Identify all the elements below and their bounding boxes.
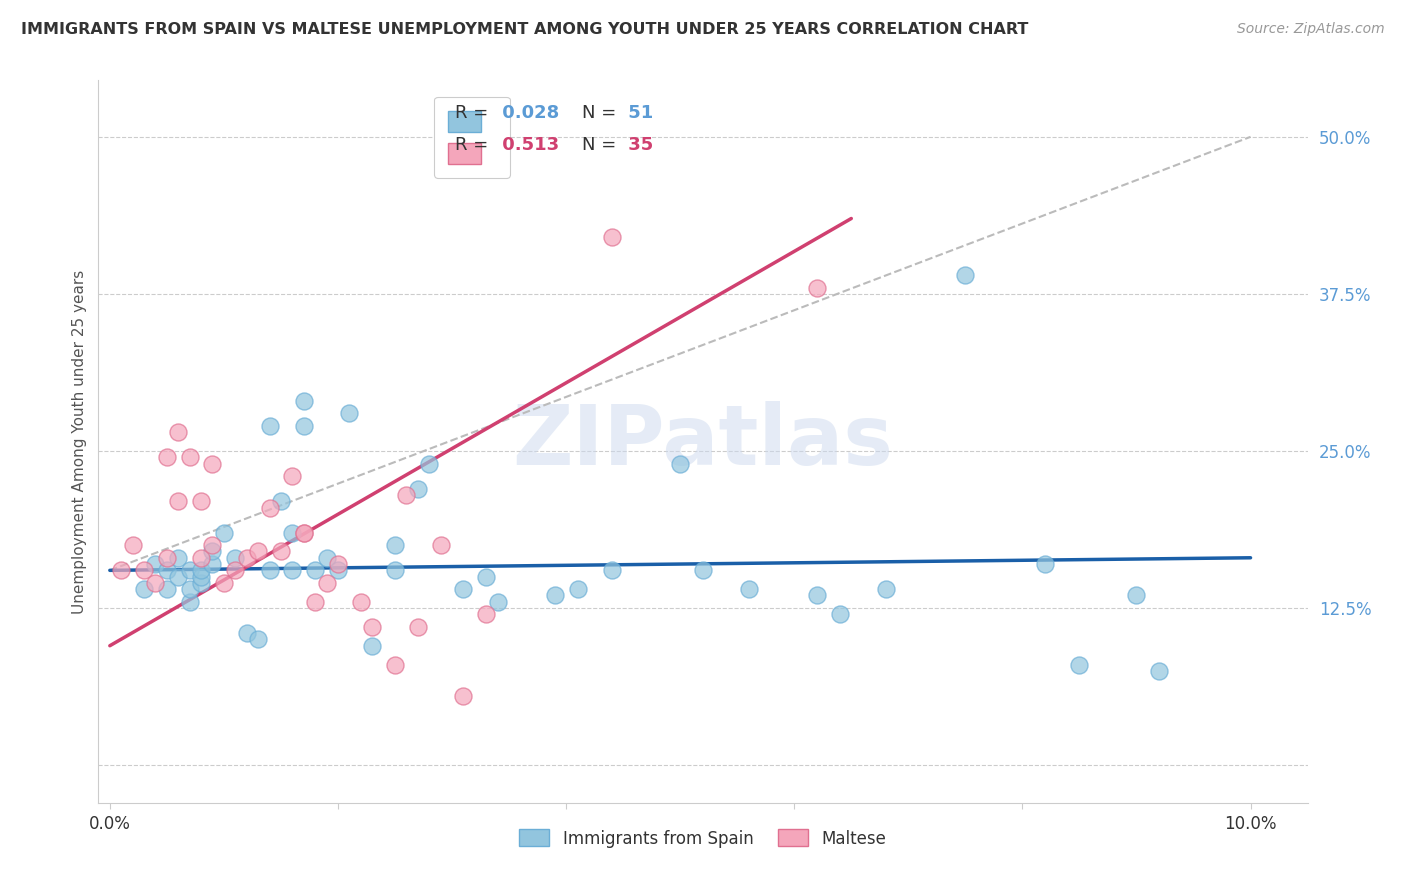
Point xyxy=(544,589,567,603)
Point xyxy=(875,582,897,597)
Point xyxy=(190,569,212,583)
Point xyxy=(453,582,475,597)
Point xyxy=(270,544,292,558)
Point xyxy=(156,550,179,565)
Point xyxy=(384,657,406,672)
Point xyxy=(167,494,190,508)
Point xyxy=(292,418,315,433)
Point xyxy=(292,525,315,540)
Point xyxy=(167,550,190,565)
Point xyxy=(145,575,167,590)
Point xyxy=(156,582,179,597)
Point xyxy=(167,425,190,439)
Point xyxy=(247,632,270,647)
Point xyxy=(259,563,281,577)
Point xyxy=(600,230,623,244)
Point xyxy=(567,582,589,597)
Point xyxy=(406,620,429,634)
Point xyxy=(361,639,384,653)
Point xyxy=(212,575,235,590)
Point xyxy=(281,525,304,540)
Point xyxy=(418,457,440,471)
Point xyxy=(167,569,190,583)
Point xyxy=(453,689,475,703)
Point xyxy=(955,268,977,282)
Point xyxy=(600,563,623,577)
Legend: Immigrants from Spain, Maltese: Immigrants from Spain, Maltese xyxy=(510,821,896,856)
Point xyxy=(1125,589,1147,603)
Point xyxy=(1033,557,1056,571)
Point xyxy=(429,538,451,552)
Point xyxy=(270,494,292,508)
Point xyxy=(315,575,337,590)
Point xyxy=(235,550,257,565)
Point xyxy=(384,563,406,577)
Point xyxy=(486,595,509,609)
Point xyxy=(281,563,304,577)
Point xyxy=(201,538,224,552)
Text: N =: N = xyxy=(582,136,616,154)
Text: N =: N = xyxy=(582,103,616,122)
Point xyxy=(156,450,179,465)
Point xyxy=(259,418,281,433)
Text: 35: 35 xyxy=(621,136,654,154)
Point xyxy=(132,582,155,597)
Point xyxy=(179,563,201,577)
Point xyxy=(669,457,692,471)
Text: 0.513: 0.513 xyxy=(496,136,560,154)
Point xyxy=(806,280,828,294)
Point xyxy=(350,595,373,609)
Point xyxy=(190,550,212,565)
Point xyxy=(337,406,360,420)
Point xyxy=(281,469,304,483)
Point xyxy=(361,620,384,634)
Point xyxy=(259,500,281,515)
Point xyxy=(121,538,143,552)
Point xyxy=(475,569,498,583)
Point xyxy=(692,563,714,577)
Point xyxy=(201,544,224,558)
Point xyxy=(315,550,337,565)
Point xyxy=(179,595,201,609)
Point xyxy=(326,557,349,571)
Text: R =: R = xyxy=(456,136,488,154)
Point xyxy=(179,450,201,465)
Text: R =: R = xyxy=(456,103,488,122)
Point xyxy=(201,557,224,571)
Text: 51: 51 xyxy=(621,103,654,122)
Point xyxy=(145,557,167,571)
Text: IMMIGRANTS FROM SPAIN VS MALTESE UNEMPLOYMENT AMONG YOUTH UNDER 25 YEARS CORRELA: IMMIGRANTS FROM SPAIN VS MALTESE UNEMPLO… xyxy=(21,22,1028,37)
Point xyxy=(395,488,418,502)
Point xyxy=(384,538,406,552)
Point xyxy=(828,607,851,622)
Point xyxy=(110,563,132,577)
Point xyxy=(201,457,224,471)
Point xyxy=(406,482,429,496)
Point xyxy=(235,626,257,640)
Point xyxy=(190,494,212,508)
Point xyxy=(190,575,212,590)
Point xyxy=(1069,657,1091,672)
Point xyxy=(156,563,179,577)
Y-axis label: Unemployment Among Youth under 25 years: Unemployment Among Youth under 25 years xyxy=(72,269,87,614)
Point xyxy=(304,563,326,577)
Text: ZIPatlas: ZIPatlas xyxy=(513,401,893,482)
Point xyxy=(247,544,270,558)
Point xyxy=(304,595,326,609)
Point xyxy=(1149,664,1171,678)
Text: 0.028: 0.028 xyxy=(496,103,560,122)
Point xyxy=(737,582,759,597)
Point xyxy=(212,525,235,540)
Point xyxy=(224,563,246,577)
Point xyxy=(326,563,349,577)
Text: Source: ZipAtlas.com: Source: ZipAtlas.com xyxy=(1237,22,1385,37)
Point xyxy=(475,607,498,622)
Point xyxy=(292,525,315,540)
Point xyxy=(179,582,201,597)
Point xyxy=(190,563,212,577)
Point xyxy=(292,393,315,408)
Point xyxy=(224,550,246,565)
Point xyxy=(806,589,828,603)
Point xyxy=(132,563,155,577)
